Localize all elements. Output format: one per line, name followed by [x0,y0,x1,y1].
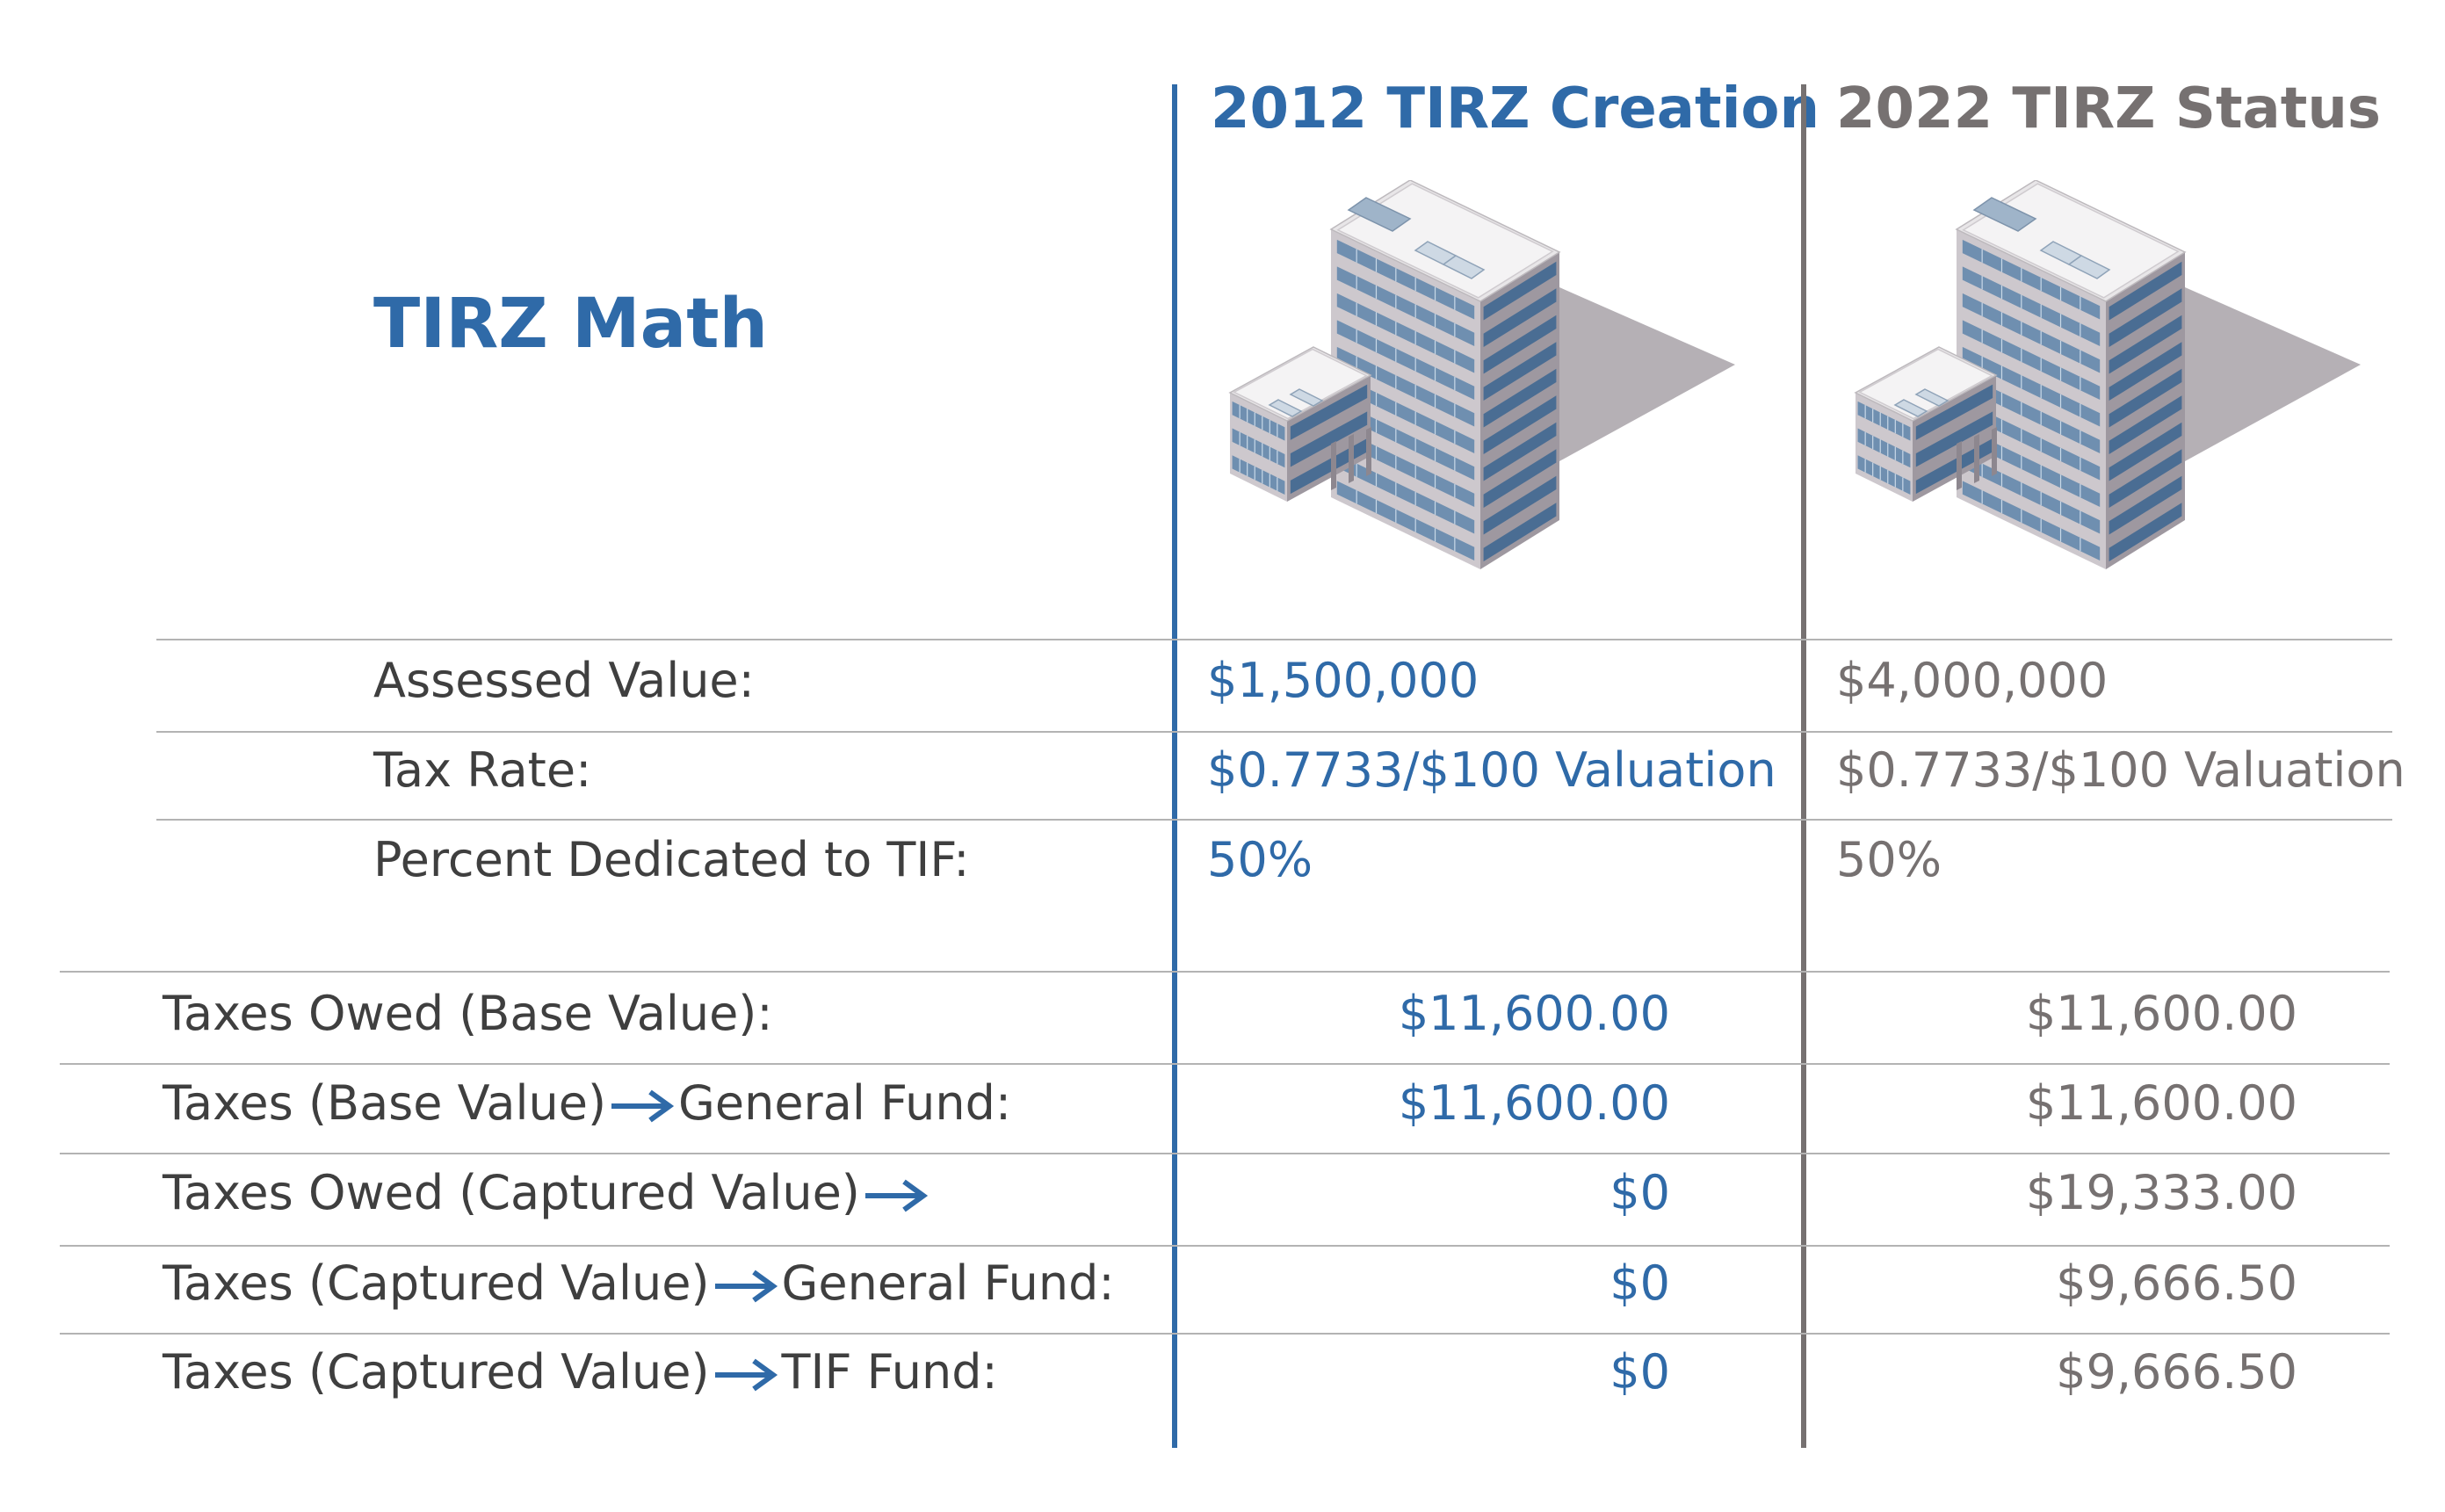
column-header-creation: 2012 TIRZ Creation [1211,76,1820,141]
status-captured-to-tif-fund: $9,666.50 [2056,1344,2297,1400]
row-divider [60,1333,2390,1335]
creation-tax-rate: $0.7733/$100 Valuation [1207,742,1776,798]
row-label-tax-rate: Tax Rate: [373,742,592,798]
row-divider [60,1063,2390,1065]
status-tax-rate: $0.7733/$100 Valuation [1836,742,2405,798]
row-divider [60,1245,2390,1247]
row-label-taxes-owed-captured: Taxes Owed (Captured Value) [163,1169,932,1217]
status-taxes-owed-base: $11,600.00 [2025,986,2297,1041]
creation-taxes-owed-base: $11,600.00 [1398,986,1670,1041]
creation-captured-to-tif-fund: $0 [1610,1344,1670,1400]
right-arrow-icon [714,1270,778,1303]
row-divider [156,731,2392,733]
status-captured-to-general-fund: $9,666.50 [2056,1255,2297,1311]
row-label-destination: General Fund: [678,1075,1012,1131]
creation-percent-tif: 50% [1207,832,1313,887]
status-assessed-value: $4,000,000 [1836,653,2109,708]
status-percent-tif: 50% [1836,832,1942,887]
row-label-percent-tif: Percent Dedicated to TIF: [373,832,970,887]
creation-captured-to-general-fund: $0 [1610,1255,1670,1311]
status-base-to-general-fund: $11,600.00 [2025,1075,2297,1131]
status-column-divider [1801,84,1806,1448]
row-label-text: Taxes (Captured Value) [163,1344,710,1400]
row-label-base-to-general-fund: Taxes (Base Value) General Fund: [163,1080,1011,1127]
row-divider [156,639,2392,640]
right-arrow-icon [611,1089,675,1123]
row-label-text: Taxes (Base Value) [163,1075,607,1131]
right-arrow-icon [864,1179,928,1212]
status-taxes-owed-captured: $19,333.00 [2025,1165,2297,1220]
right-arrow-icon [714,1358,778,1392]
building-icon-status [1854,180,2361,569]
column-header-status: 2022 TIRZ Status [1836,76,2381,141]
creation-base-to-general-fund: $11,600.00 [1398,1075,1670,1131]
row-divider [156,819,2392,821]
building-icon-creation [1228,180,1735,569]
page-title: TIRZ Math [373,285,769,364]
row-label-destination: TIF Fund: [781,1344,998,1400]
row-label-captured-to-general-fund: Taxes (Captured Value) General Fund: [163,1260,1115,1307]
row-divider [60,971,2390,973]
row-label-assessed-value: Assessed Value: [373,653,755,708]
row-label-text: Taxes Owed (Base Value): [163,986,773,1041]
row-label-captured-to-tif-fund: Taxes (Captured Value) TIF Fund: [163,1349,998,1396]
row-label-text: Taxes (Captured Value) [163,1255,710,1311]
creation-column-divider [1172,84,1177,1448]
row-label-text: Taxes Owed (Captured Value) [163,1165,860,1220]
creation-taxes-owed-captured: $0 [1610,1165,1670,1220]
row-divider [60,1153,2390,1154]
row-label-destination: General Fund: [781,1255,1115,1311]
row-label-taxes-owed-base: Taxes Owed (Base Value): [163,990,773,1038]
creation-assessed-value: $1,500,000 [1207,653,1479,708]
